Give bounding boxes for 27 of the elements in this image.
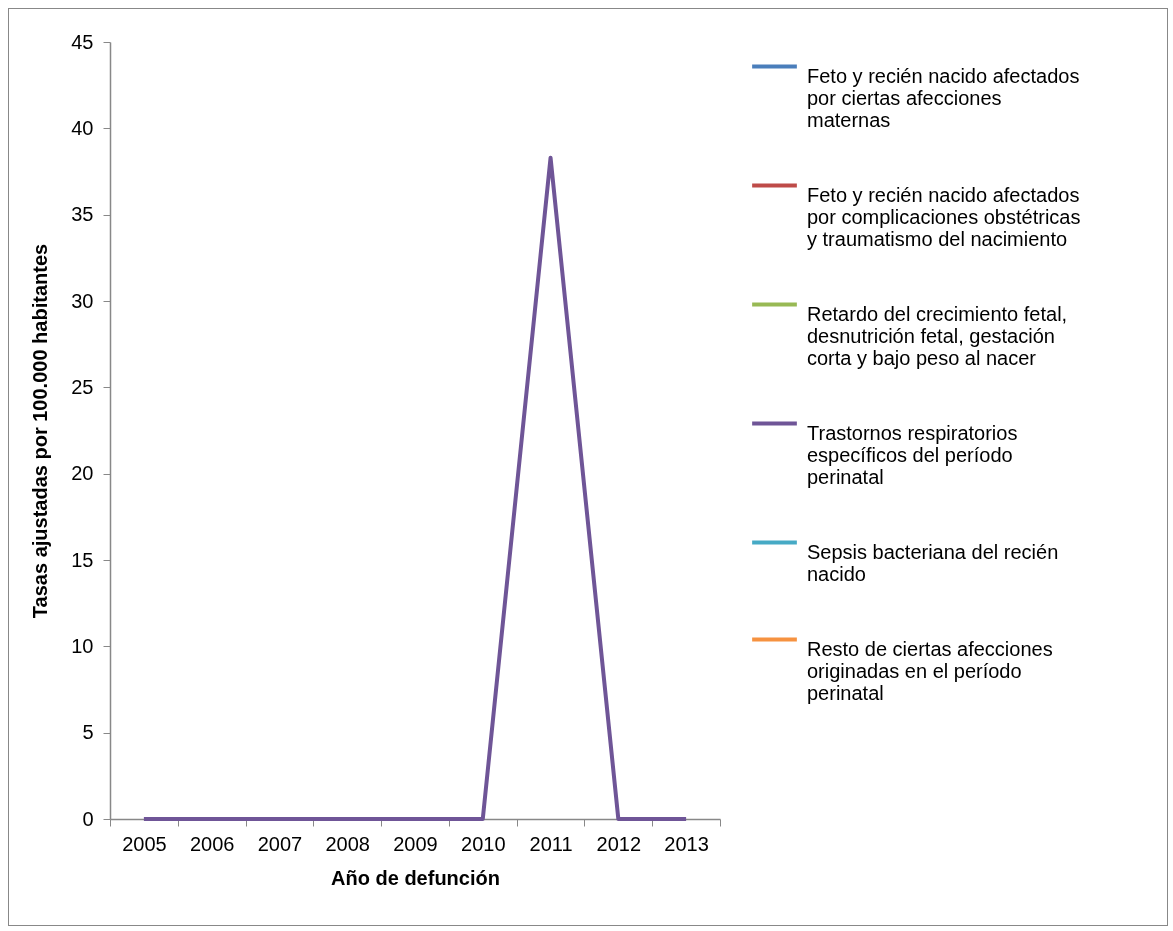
legend-label: Feto y recién nacido afectados por complicaciones obstétricas y traumatismo del nacimiento <box>807 183 1081 250</box>
x-tick-label: 2007 <box>257 832 303 855</box>
y-tick-label: 20 <box>71 462 94 485</box>
legend-label: Retardo del crecimiento fetal, desnutrición fetal, gestación corta y bajo peso al nacer <box>807 302 1068 369</box>
y-tick-label: 40 <box>71 116 94 139</box>
x-tick-label: 2009 <box>393 832 438 855</box>
y-tick-label: 10 <box>71 634 94 657</box>
x-axis-title: Año de defunción <box>331 866 500 889</box>
legend-label: Feto y recién nacido afectados por ciertas afecciones maternas <box>807 64 1080 131</box>
x-tick-label: 2008 <box>325 832 370 855</box>
y-tick-label: 35 <box>71 203 94 226</box>
x-tick-label: 2005 <box>122 832 167 855</box>
x-tick-label: 2013 <box>664 832 709 855</box>
legend-label: Resto de ciertas afecciones originadas en el período perinatal <box>807 637 1053 704</box>
y-tick-label: 5 <box>82 721 94 744</box>
y-tick-label: 45 <box>71 30 94 53</box>
legend-label: Trastornos respiratorios específicos del período perinatal <box>807 421 1018 488</box>
y-tick-label: 30 <box>71 289 94 312</box>
y-tick-label: 15 <box>71 548 94 571</box>
legend-label: Sepsis bacteriana del recién nacido <box>807 540 1059 585</box>
x-tick-label: 2011 <box>529 832 573 855</box>
x-tick-label: 2010 <box>461 832 506 855</box>
x-tick-label: 2006 <box>189 832 235 855</box>
y-tick-label: 0 <box>82 807 94 830</box>
x-tick-label: 2012 <box>596 832 642 855</box>
y-tick-label: 25 <box>71 375 94 398</box>
y-axis-title: Tasas ajustadas por 100.000 habitantes <box>29 243 52 619</box>
